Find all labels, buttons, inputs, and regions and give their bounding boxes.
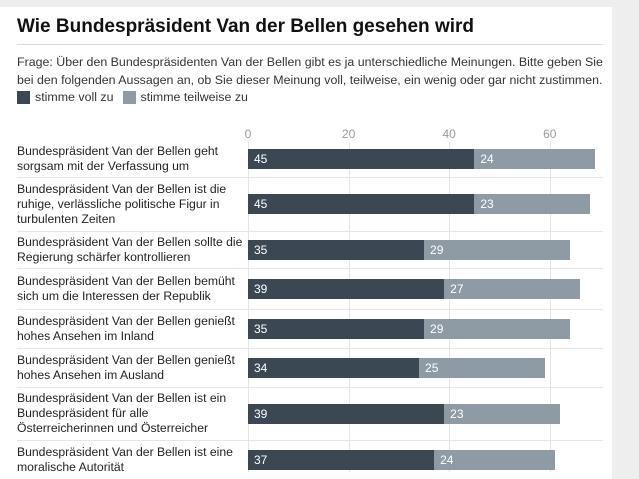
bar-segment-teilweise <box>424 319 570 339</box>
category-label: Bundespräsident Van der Bellen ist ein B… <box>17 391 227 435</box>
gridline <box>248 142 249 472</box>
bar-value-label: 34 <box>254 361 268 375</box>
bar-value-label: 35 <box>254 322 268 336</box>
legend-swatch-teilweise <box>122 90 136 104</box>
bar-value-label: 25 <box>425 361 439 375</box>
bar-value-label: 27 <box>450 282 464 296</box>
bar-value-label: 24 <box>480 152 494 166</box>
bar-segment-voll <box>248 358 420 378</box>
bar-value-label: 24 <box>440 453 454 467</box>
bar-value-label: 23 <box>480 197 494 211</box>
category-label: Bundespräsident Van der Bellen geht sorg… <box>17 144 219 173</box>
title-divider <box>17 44 603 45</box>
category-label: Bundespräsident Van der Bellen genießt h… <box>17 314 235 343</box>
bar-segment-teilweise <box>424 240 570 260</box>
category-label: Bundespräsident Van der Bellen ist eine … <box>17 445 233 474</box>
bar-segment-voll <box>248 450 435 470</box>
bar-value-label: 29 <box>430 322 444 336</box>
x-tick-label: 20 <box>341 127 356 141</box>
survey-question-line-1: Frage: Über den Bundespräsidenten Van de… <box>17 55 603 69</box>
bar-segment-teilweise <box>444 279 580 299</box>
category-label: Bundespräsident Van der Bellen ist die r… <box>17 182 227 226</box>
bar-segment-voll <box>248 279 445 299</box>
legend-item-teilweise: stimme teilweise zu <box>122 90 248 104</box>
bar-segment-voll <box>248 194 475 214</box>
survey-question: Frage: Über den Bundespräsidenten Van de… <box>17 53 607 89</box>
bar-segment-voll <box>248 149 475 169</box>
bar-value-label: 23 <box>450 407 464 421</box>
bar-value-label: 35 <box>254 243 268 257</box>
survey-question-line-2: bei den folgenden Aussagen an, ob Sie di… <box>17 73 603 87</box>
gridline <box>349 142 350 472</box>
category-label: Bundespräsident Van der Bellen bemüht si… <box>17 274 235 303</box>
bar-segment-voll <box>248 404 445 424</box>
bar-segment-voll <box>248 319 425 339</box>
x-tick-label: 0 <box>244 127 252 141</box>
bar-value-label: 39 <box>254 282 268 296</box>
bar-segment-teilweise <box>434 450 555 470</box>
row-divider <box>17 268 603 269</box>
x-tick-label: 40 <box>442 127 456 141</box>
bar-value-label: 45 <box>254 152 268 166</box>
category-label: Bundespräsident Van der Bellen sollte di… <box>17 235 243 264</box>
chart-title: Wie Bundespräsident Van der Bellen geseh… <box>17 16 475 37</box>
bar-value-label: 45 <box>254 197 268 211</box>
legend-label-teilweise: stimme teilweise zu <box>140 90 248 104</box>
legend-swatch-voll <box>17 90 30 104</box>
bar-value-label: 39 <box>254 407 268 421</box>
legend: stimme voll zu stimme teilweise zu <box>17 90 257 104</box>
legend-item-voll: stimme voll zu <box>17 90 114 104</box>
category-label: Bundespräsident Van der Bellen genießt h… <box>17 353 235 382</box>
bar-segment-teilweise <box>474 149 596 169</box>
x-tick-label: 60 <box>543 127 557 141</box>
gridline <box>449 142 450 472</box>
bar-value-label: 29 <box>430 243 444 257</box>
row-divider <box>17 231 603 232</box>
row-divider <box>17 177 603 178</box>
bar-segment-teilweise <box>419 358 545 378</box>
row-divider <box>17 309 603 310</box>
legend-label-voll: stimme voll zu <box>35 90 114 104</box>
bar-value-label: 37 <box>254 453 268 467</box>
row-divider <box>17 387 603 388</box>
gridline <box>550 142 551 472</box>
page-scrollbar[interactable] <box>619 0 639 479</box>
bar-segment-teilweise <box>474 194 591 214</box>
bar-segment-teilweise <box>444 404 560 424</box>
row-divider <box>17 440 603 441</box>
row-divider <box>17 348 603 349</box>
bar-segment-voll <box>248 240 425 260</box>
